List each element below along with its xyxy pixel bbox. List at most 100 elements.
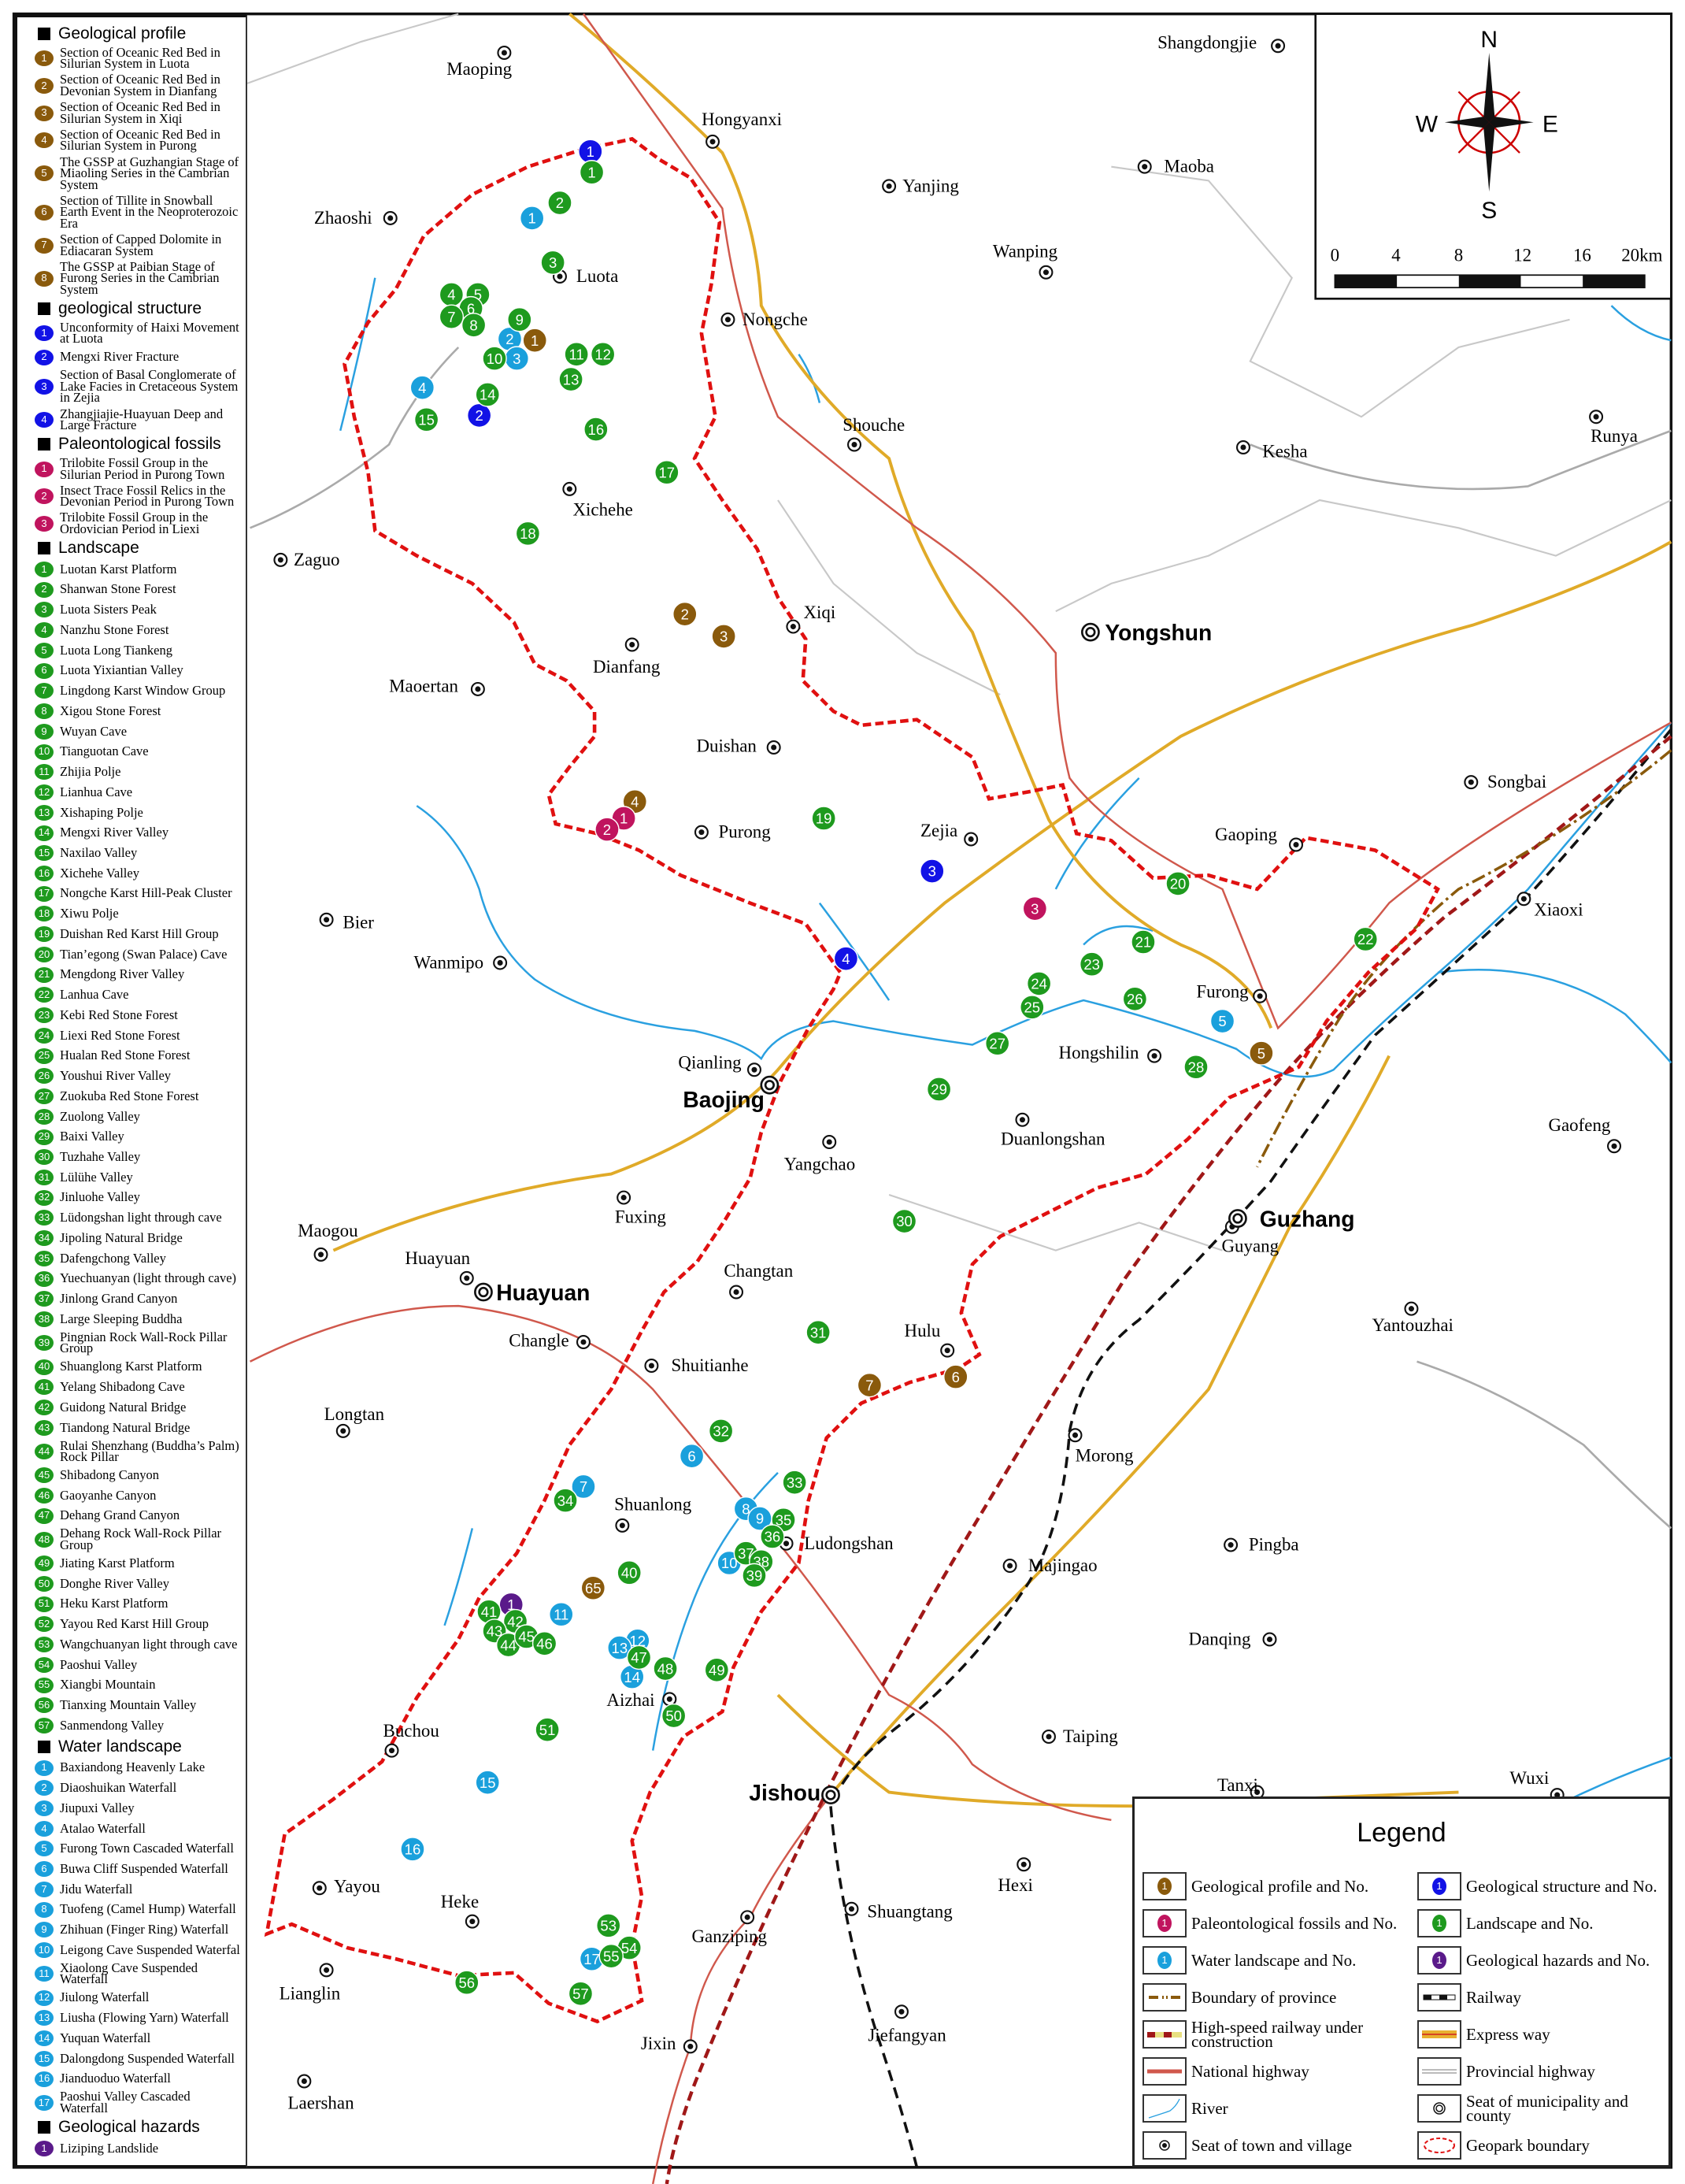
landscape-marker[interactable]: 13 <box>558 366 583 392</box>
marker-badge-icon: 9 <box>35 723 54 740</box>
landscape-marker[interactable]: 14 <box>475 382 500 407</box>
landscape-marker[interactable]: 23 <box>1079 951 1105 977</box>
landscape-marker[interactable]: 24 <box>1026 971 1052 996</box>
water-marker[interactable]: 5 <box>1209 1008 1235 1034</box>
landscape-marker[interactable]: 56 <box>454 1970 480 1995</box>
town-kesha: Kesha <box>1235 440 1308 461</box>
landscape-marker[interactable]: 41 <box>476 1599 502 1624</box>
landscape-marker[interactable]: 50 <box>661 1703 687 1729</box>
landscape-marker[interactable]: 47 <box>626 1644 652 1670</box>
water-marker[interactable]: 15 <box>475 1770 500 1795</box>
landscape-marker[interactable]: 17 <box>654 460 680 485</box>
landscape-marker[interactable]: 33 <box>782 1470 807 1495</box>
compass-n: N <box>1480 27 1498 53</box>
geo-profile-marker[interactable]: 7 <box>857 1373 883 1398</box>
marker-number: 3 <box>513 350 520 367</box>
landscape-marker[interactable]: 20 <box>1165 871 1191 896</box>
legend-list-item: 2 Diaoshuikan Waterfall <box>35 1780 241 1797</box>
landscape-marker[interactable]: 11 <box>564 342 589 367</box>
landscape-marker[interactable]: 31 <box>805 1319 831 1345</box>
geo-structure-marker[interactable]: 3 <box>920 858 945 884</box>
city-label: Huayuan <box>496 1280 590 1305</box>
landscape-marker[interactable]: 8 <box>461 313 487 338</box>
landscape-marker[interactable]: 55 <box>598 1944 624 1969</box>
landscape-marker[interactable]: 36 <box>760 1524 785 1549</box>
town-nongche: Nongche <box>720 310 808 329</box>
landscape-marker[interactable]: 16 <box>583 417 609 442</box>
geo-profile-marker[interactable]: 65 <box>580 1575 606 1600</box>
landscape-marker[interactable]: 53 <box>596 1913 621 1938</box>
water-marker[interactable]: 17 <box>579 1946 605 1971</box>
water-marker[interactable]: 11 <box>549 1602 574 1627</box>
water-marker[interactable]: 1 <box>519 206 545 231</box>
water-marker[interactable]: 14 <box>620 1664 645 1689</box>
water-marker[interactable]: 3 <box>504 346 529 371</box>
geo-profile-marker[interactable]: 6 <box>943 1364 968 1389</box>
water-marker[interactable]: 4 <box>409 375 435 400</box>
legend-list-item: 5 Furong Town Cascaded Waterfall <box>35 1841 241 1857</box>
water-marker[interactable]: 16 <box>400 1837 425 1862</box>
geo-structure-marker[interactable]: 1 <box>578 139 603 164</box>
town-ludongshan: Ludongshan <box>779 1533 894 1553</box>
landscape-marker[interactable]: 7 <box>439 304 465 329</box>
landscape-marker[interactable]: 40 <box>617 1560 642 1585</box>
item-label: Pingnian Rock Wall-Rock Pillar Group <box>60 1329 228 1356</box>
landscape-marker[interactable]: 22 <box>1353 926 1378 952</box>
geo-profile-marker[interactable]: 2 <box>672 601 698 627</box>
landscape-marker[interactable]: 2 <box>547 190 572 216</box>
marker-badge-icon: 1 <box>35 325 54 342</box>
landscape-marker[interactable]: 1 <box>579 160 605 185</box>
marker-badge-icon: 39 <box>35 1335 54 1352</box>
landscape-marker[interactable]: 26 <box>1122 986 1148 1012</box>
water-marker[interactable]: 9 <box>747 1506 772 1531</box>
geo-profile-marker[interactable]: 1 <box>522 328 547 353</box>
geo-profile-marker[interactable]: 3 <box>711 624 736 649</box>
legend-list-item: 49 Jiating Karst Platform <box>35 1555 241 1572</box>
landscape-marker[interactable]: 15 <box>413 407 439 432</box>
fossils-marker[interactable]: 3 <box>1022 895 1048 921</box>
marker-badge-icon: 25 <box>35 1048 54 1064</box>
landscape-marker[interactable]: 34 <box>553 1488 578 1513</box>
landscape-marker[interactable]: 4 <box>439 282 465 307</box>
landscape-marker[interactable]: 27 <box>985 1031 1010 1056</box>
marker-number: 1 <box>531 332 539 349</box>
landscape-marker[interactable]: 44 <box>496 1632 521 1658</box>
landscape-marker[interactable]: 3 <box>540 250 565 276</box>
town-label: Pingba <box>1249 1535 1299 1555</box>
landscape-marker[interactable]: 28 <box>1183 1055 1209 1080</box>
item-label: Liziping Landslide <box>60 2140 159 2156</box>
item-label: Kebi Red Stone Forest <box>60 1007 178 1022</box>
landscape-marker[interactable]: 29 <box>926 1077 952 1102</box>
water-marker[interactable]: 13 <box>607 1635 632 1660</box>
landscape-marker[interactable]: 39 <box>742 1563 767 1589</box>
landscape-marker[interactable]: 51 <box>535 1717 560 1742</box>
landscape-marker[interactable]: 21 <box>1131 929 1156 955</box>
square-bullet-icon <box>38 28 50 40</box>
landscape-marker[interactable]: 32 <box>708 1418 734 1444</box>
water-marker[interactable]: 7 <box>571 1474 596 1500</box>
water-marker[interactable]: 6 <box>679 1443 705 1469</box>
landscape-marker[interactable]: 49 <box>704 1657 730 1683</box>
landscape-marker[interactable]: 18 <box>515 521 541 547</box>
town-label: Wanmipo <box>414 953 484 973</box>
landscape-marker[interactable]: 9 <box>507 307 532 332</box>
landscape-marker[interactable]: 48 <box>653 1656 678 1682</box>
sidebar-legend: Geological profile 1 Section of Oceanic Re… <box>14 14 247 2168</box>
landscape-marker[interactable]: 30 <box>891 1208 917 1234</box>
geo-structure-marker[interactable]: 4 <box>833 946 859 971</box>
landscape-marker[interactable]: 12 <box>590 342 616 367</box>
geo-structure-marker[interactable]: 2 <box>466 402 492 428</box>
province-dash-dot-line-icon <box>1142 1982 1187 2012</box>
fossils-marker[interactable]: 2 <box>594 817 620 842</box>
legend-item-town: Seat of town and village <box>1142 2130 1417 2160</box>
item-label: Lingdong Karst Window Group <box>60 683 226 699</box>
county-seat-icon <box>821 1785 840 1804</box>
landscape-marker[interactable]: 25 <box>1020 995 1045 1020</box>
marker-badge-icon: 22 <box>35 987 54 1003</box>
landscape-marker[interactable]: 19 <box>811 806 836 831</box>
geo-profile-marker[interactable]: 5 <box>1249 1040 1274 1066</box>
landscape-marker[interactable]: 46 <box>531 1631 557 1656</box>
landscape-marker[interactable]: 57 <box>568 1981 594 2007</box>
marker-number: 33 <box>787 1474 803 1491</box>
landscape-marker[interactable]: 10 <box>482 346 507 371</box>
